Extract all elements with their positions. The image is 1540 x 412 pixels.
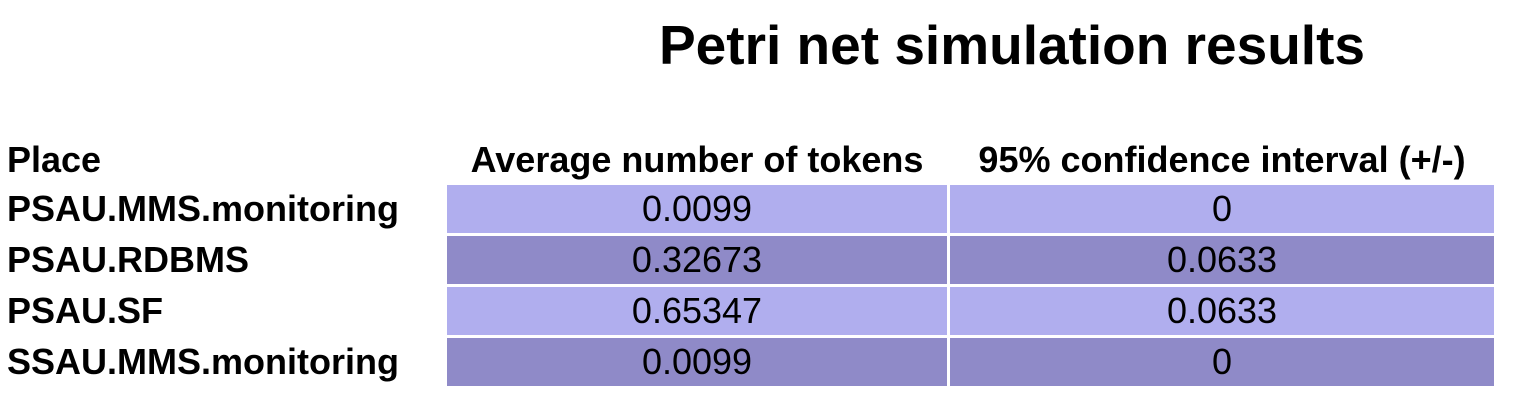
table-row: PSAU.MMS.monitoring 0.0099 0 [6, 185, 1494, 233]
confidence-interval-cell: 0 [950, 185, 1494, 233]
place-cell: PSAU.SF [6, 287, 444, 335]
place-cell: PSAU.RDBMS [6, 236, 444, 284]
results-table: Place Average number of tokens 95% confi… [3, 135, 1497, 389]
average-tokens-cell: 0.32673 [447, 236, 947, 284]
confidence-interval-cell: 0.0633 [950, 236, 1494, 284]
page-title: Petri net simulation results [658, 14, 1365, 76]
table-row: PSAU.SF 0.65347 0.0633 [6, 287, 1494, 335]
header-average-tokens: Average number of tokens [470, 139, 924, 180]
confidence-interval-cell: 0 [950, 338, 1494, 386]
average-tokens-cell: 0.0099 [447, 185, 947, 233]
table-row: SSAU.MMS.monitoring 0.0099 0 [6, 338, 1494, 386]
confidence-interval-cell: 0.0633 [950, 287, 1494, 335]
place-cell: SSAU.MMS.monitoring [6, 338, 444, 386]
header-place: Place [7, 139, 102, 180]
average-tokens-cell: 0.0099 [447, 338, 947, 386]
table-row: PSAU.RDBMS 0.32673 0.0633 [6, 236, 1494, 284]
table-header-row: Place Average number of tokens 95% confi… [6, 138, 1494, 182]
header-confidence-interval: 95% confidence interval (+/-) [978, 139, 1466, 180]
place-cell: PSAU.MMS.monitoring [6, 185, 444, 233]
average-tokens-cell: 0.65347 [447, 287, 947, 335]
